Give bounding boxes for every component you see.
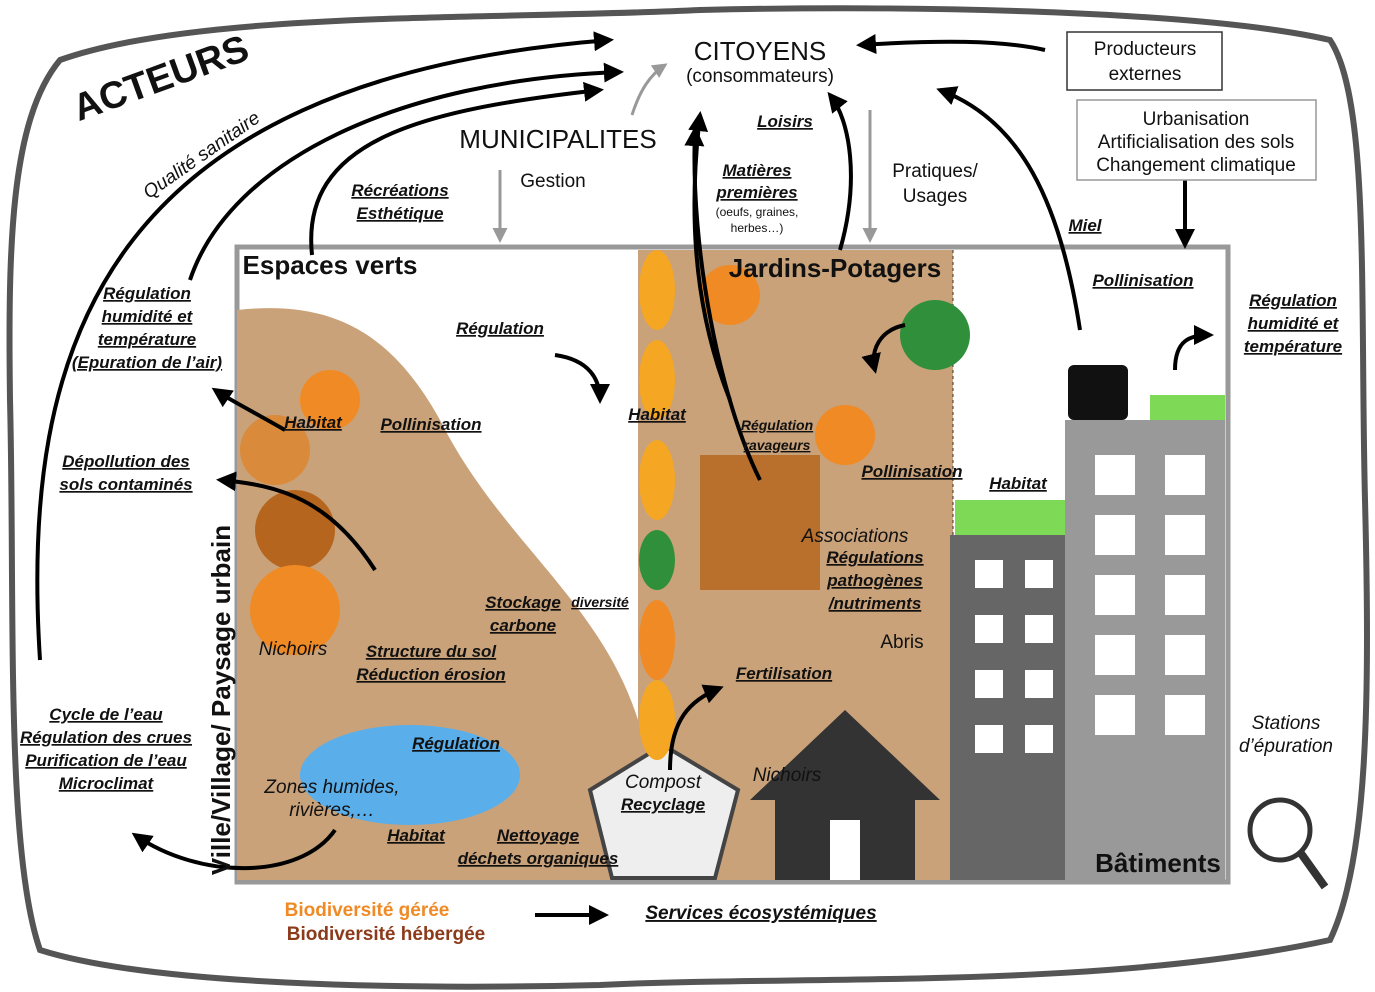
zone-label: Zones humides, <box>263 777 399 798</box>
service-label: Habitat <box>628 405 687 424</box>
service-label: humidité et <box>102 307 194 326</box>
flow-label: Miel <box>1068 216 1102 235</box>
pond <box>300 725 520 825</box>
vegetable-bed <box>700 455 820 590</box>
service-label: Régulation <box>1249 291 1337 310</box>
flow-label: Matières <box>723 161 792 180</box>
flow-label: Loisirs <box>757 112 813 131</box>
service-label: température <box>1244 337 1342 356</box>
pressure-label: Urbanisation <box>1143 109 1250 130</box>
flow-note: herbes…) <box>731 221 784 235</box>
zone-label: rivières,… <box>289 800 375 821</box>
treatment-handle <box>1296 849 1329 890</box>
legend-managed: Biodiversité gérée <box>285 900 450 921</box>
service-label: /nutriments <box>828 594 922 613</box>
producers-label: externes <box>1109 64 1182 85</box>
zone-title: Espaces verts <box>243 250 418 280</box>
service-label: Régulation des crues <box>20 728 192 747</box>
service-label: Régulation <box>456 319 544 338</box>
beehive <box>1068 365 1128 420</box>
trees <box>240 250 970 760</box>
house-door <box>830 820 860 880</box>
treatment-icon <box>1247 797 1313 863</box>
service-label: Nettoyage <box>497 826 579 845</box>
flow-label: Pratiques/ <box>892 161 978 182</box>
service-label: Pollinisation <box>861 462 962 481</box>
zone-label: Associations <box>801 526 909 547</box>
service-label: pathogènes <box>826 571 922 590</box>
service-label: Pollinisation <box>1092 271 1193 290</box>
service-label: humidité et <box>1248 314 1340 333</box>
flow-note: (oeufs, graines, <box>716 205 799 219</box>
pressures-box <box>1076 99 1317 181</box>
service-label: Réduction érosion <box>356 665 505 684</box>
service-label: Cycle de l’eau <box>49 705 163 724</box>
management-label: Gestion <box>520 171 585 192</box>
service-label: Pollinisation <box>380 415 481 434</box>
legend-services: Services écosystémiques <box>645 903 876 924</box>
zone-label: Abris <box>880 632 923 653</box>
flow-label: Esthétique <box>357 204 444 223</box>
service-label: (Epuration de l’air) <box>72 353 223 372</box>
zone-label: d’épuration <box>1239 736 1333 757</box>
producers-label: Producteurs <box>1094 39 1196 60</box>
service-label: Structure du sol <box>366 642 498 661</box>
service-label: température <box>98 330 196 349</box>
service-label: ravageurs <box>744 437 811 453</box>
services: Régulation humidité et température (Epurati… <box>20 271 1342 868</box>
zone-label: Compost <box>625 772 702 793</box>
house <box>750 710 940 880</box>
producers-box <box>1066 31 1223 91</box>
windows <box>975 455 1205 753</box>
zone-label: Nichoirs <box>753 765 822 786</box>
flow-label: premières <box>715 183 797 202</box>
service-label: Régulation <box>103 284 191 303</box>
green-space-ground <box>237 308 638 880</box>
service-label: Habitat <box>284 413 343 432</box>
zone-label: Stations <box>1252 713 1321 734</box>
zone-title: Jardins-Potagers <box>729 253 941 283</box>
gray-arrows <box>492 63 878 243</box>
service-label: Microclimat <box>59 774 155 793</box>
service-label: Régulations <box>826 548 923 567</box>
legend-hosted: Biodiversité hébergée <box>287 924 486 945</box>
zone-title: Bâtiments <box>1095 848 1221 878</box>
outer-border <box>6 5 1370 990</box>
zone-title: Ville/Village/ Paysage urbain <box>206 525 236 875</box>
building <box>950 535 1070 880</box>
zone-label: diversité <box>571 594 629 610</box>
service-label: Habitat <box>387 826 446 845</box>
municipalities-title: MUNICIPALITES <box>459 124 656 154</box>
service-label: Stockage <box>485 593 561 612</box>
actors-title: ACTEURS <box>67 28 254 130</box>
service-label: Régulation <box>741 417 813 433</box>
green-roof <box>955 395 1225 535</box>
arrows <box>35 31 1214 925</box>
service-label: Fertilisation <box>736 664 832 683</box>
citizens-title: CITOYENS <box>694 36 826 66</box>
service-label: déchets organiques <box>458 849 619 868</box>
service-label: carbone <box>490 616 556 635</box>
health-label: Qualité sanitaire <box>140 108 265 204</box>
zone-label: Nichoirs <box>259 639 328 660</box>
pressure-label: Artificialisation des sols <box>1098 132 1294 153</box>
flow-label: Récréations <box>351 181 448 200</box>
service-label: Régulation <box>412 734 500 753</box>
flow-label: Usages <box>903 186 967 207</box>
service-label: Recyclage <box>621 795 705 814</box>
service-label: Habitat <box>989 474 1048 493</box>
service-label: Purification de l’eau <box>25 751 187 770</box>
service-label: Dépollution des <box>62 452 190 471</box>
citizens-subtitle: (consommateurs) <box>686 66 834 87</box>
pressure-label: Changement climatique <box>1096 155 1296 176</box>
service-label: sols contaminés <box>59 475 192 494</box>
